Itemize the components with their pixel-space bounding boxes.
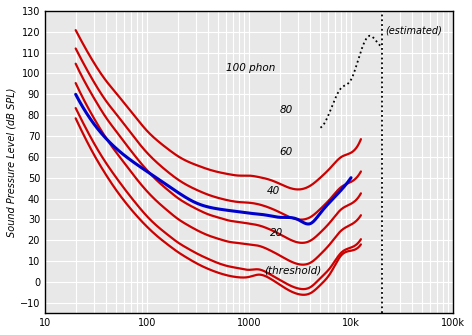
Text: 40: 40: [267, 186, 280, 196]
Text: 60: 60: [280, 147, 293, 157]
Text: 100 phon: 100 phon: [227, 63, 276, 73]
Text: 20: 20: [270, 228, 283, 238]
Text: (threshold): (threshold): [264, 266, 321, 276]
Text: 80: 80: [280, 105, 293, 115]
Text: (estimated): (estimated): [385, 26, 442, 36]
Y-axis label: Sound Pressure Level (dB SPL): Sound Pressure Level (dB SPL): [7, 87, 17, 237]
